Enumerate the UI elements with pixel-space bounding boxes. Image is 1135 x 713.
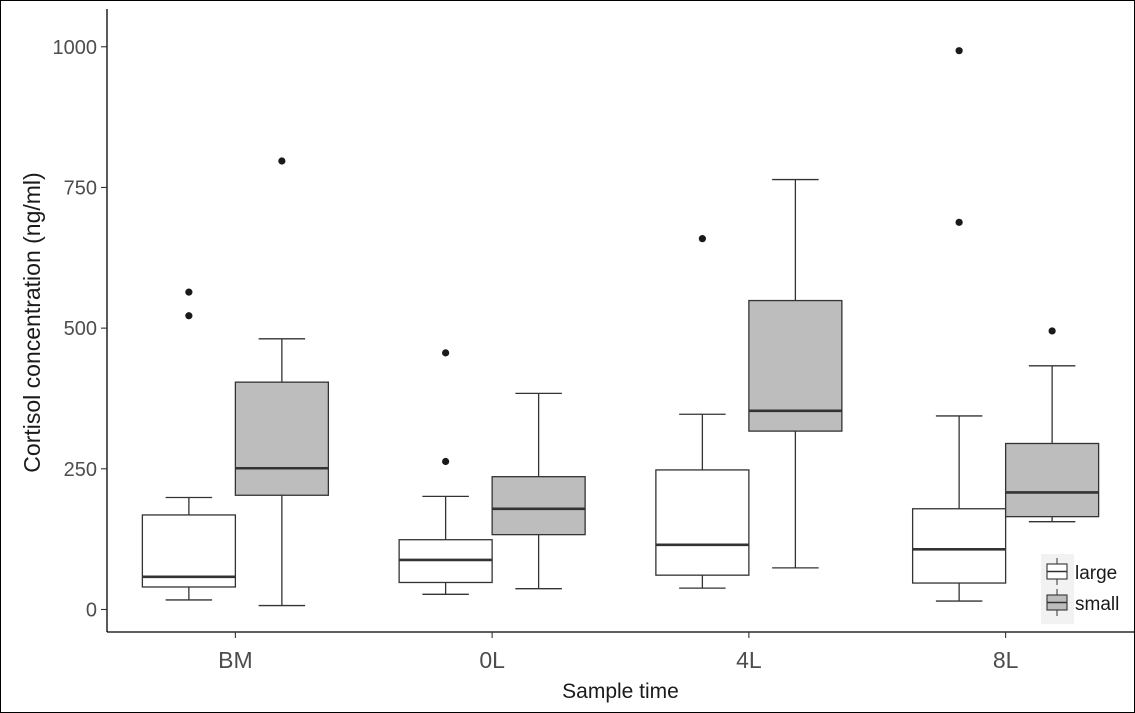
outlier-point [278, 157, 286, 165]
box-small-0L [491, 476, 586, 536]
y-tick-label: 500 [64, 318, 97, 340]
outlier-point [185, 288, 193, 296]
x-tick-label: 4L [736, 647, 762, 673]
x-tick-label: 0L [479, 647, 505, 673]
outlier-point [955, 218, 963, 226]
x-tick-label: 8L [993, 647, 1019, 673]
box-small-4L [748, 299, 843, 432]
outlier-point [1048, 327, 1056, 335]
outlier-point [955, 47, 963, 55]
outlier-point [442, 349, 450, 357]
box-large-8L [911, 508, 1007, 584]
y-tick-label: 1000 [53, 37, 98, 59]
y-tick-label: 750 [64, 177, 97, 199]
y-axis-title: Cortisol concentration (ng/ml) [19, 172, 45, 472]
legend-label-small: small [1075, 594, 1119, 615]
box-large-BM [141, 514, 237, 588]
y-tick-label: 250 [64, 459, 97, 481]
x-tick-label: BM [218, 647, 253, 673]
outlier-point [185, 312, 193, 320]
box-large-4L [655, 469, 750, 576]
box-small-BM [234, 381, 330, 496]
outlier-point [442, 457, 450, 466]
box-small-8L [1004, 442, 1100, 518]
outlier-point [698, 235, 706, 243]
x-axis-title: Sample time [562, 680, 679, 703]
legend-label-large: large [1075, 563, 1117, 584]
y-tick-label: 0 [86, 599, 97, 621]
